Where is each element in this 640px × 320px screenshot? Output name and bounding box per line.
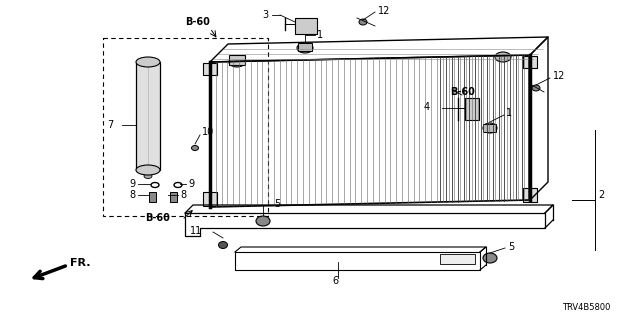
Bar xyxy=(170,192,177,202)
Ellipse shape xyxy=(483,253,497,263)
Text: B-60: B-60 xyxy=(450,87,475,97)
Text: 2: 2 xyxy=(598,190,604,200)
Text: FR.: FR. xyxy=(70,258,90,268)
Text: 1: 1 xyxy=(506,108,512,118)
Ellipse shape xyxy=(256,216,270,226)
Text: 9: 9 xyxy=(188,179,194,189)
Ellipse shape xyxy=(191,146,198,150)
Text: 6: 6 xyxy=(332,276,338,286)
Bar xyxy=(440,254,475,264)
Text: 3: 3 xyxy=(262,10,268,20)
Text: 8: 8 xyxy=(180,190,186,200)
Ellipse shape xyxy=(136,57,160,67)
Ellipse shape xyxy=(136,165,160,175)
Bar xyxy=(203,63,217,75)
Bar xyxy=(149,192,156,202)
Ellipse shape xyxy=(495,52,511,62)
Bar xyxy=(523,56,537,68)
Bar xyxy=(136,62,160,170)
Bar xyxy=(298,43,312,51)
Bar xyxy=(103,38,268,216)
Ellipse shape xyxy=(218,242,227,249)
Text: B-60: B-60 xyxy=(145,213,170,223)
Text: B-60: B-60 xyxy=(185,17,210,27)
Text: 5: 5 xyxy=(508,242,515,252)
Text: 12: 12 xyxy=(553,71,565,81)
Text: 10: 10 xyxy=(202,127,214,137)
Ellipse shape xyxy=(483,123,497,133)
Text: 1: 1 xyxy=(317,30,323,40)
Text: 12: 12 xyxy=(378,6,390,16)
Text: 5: 5 xyxy=(274,199,280,209)
Bar xyxy=(483,124,496,132)
Bar xyxy=(203,192,217,206)
Ellipse shape xyxy=(229,57,245,67)
Bar xyxy=(465,98,479,120)
Ellipse shape xyxy=(359,19,367,25)
Bar xyxy=(523,188,537,202)
Text: TRV4B5800: TRV4B5800 xyxy=(562,303,610,312)
Text: 11: 11 xyxy=(189,226,202,236)
Ellipse shape xyxy=(532,85,540,91)
Ellipse shape xyxy=(144,173,152,179)
Bar xyxy=(229,55,245,65)
Text: 8: 8 xyxy=(130,190,136,200)
Bar xyxy=(295,18,317,34)
Text: 4: 4 xyxy=(424,102,430,112)
Ellipse shape xyxy=(297,43,313,53)
Text: 7: 7 xyxy=(107,120,113,130)
Text: 9: 9 xyxy=(130,179,136,189)
